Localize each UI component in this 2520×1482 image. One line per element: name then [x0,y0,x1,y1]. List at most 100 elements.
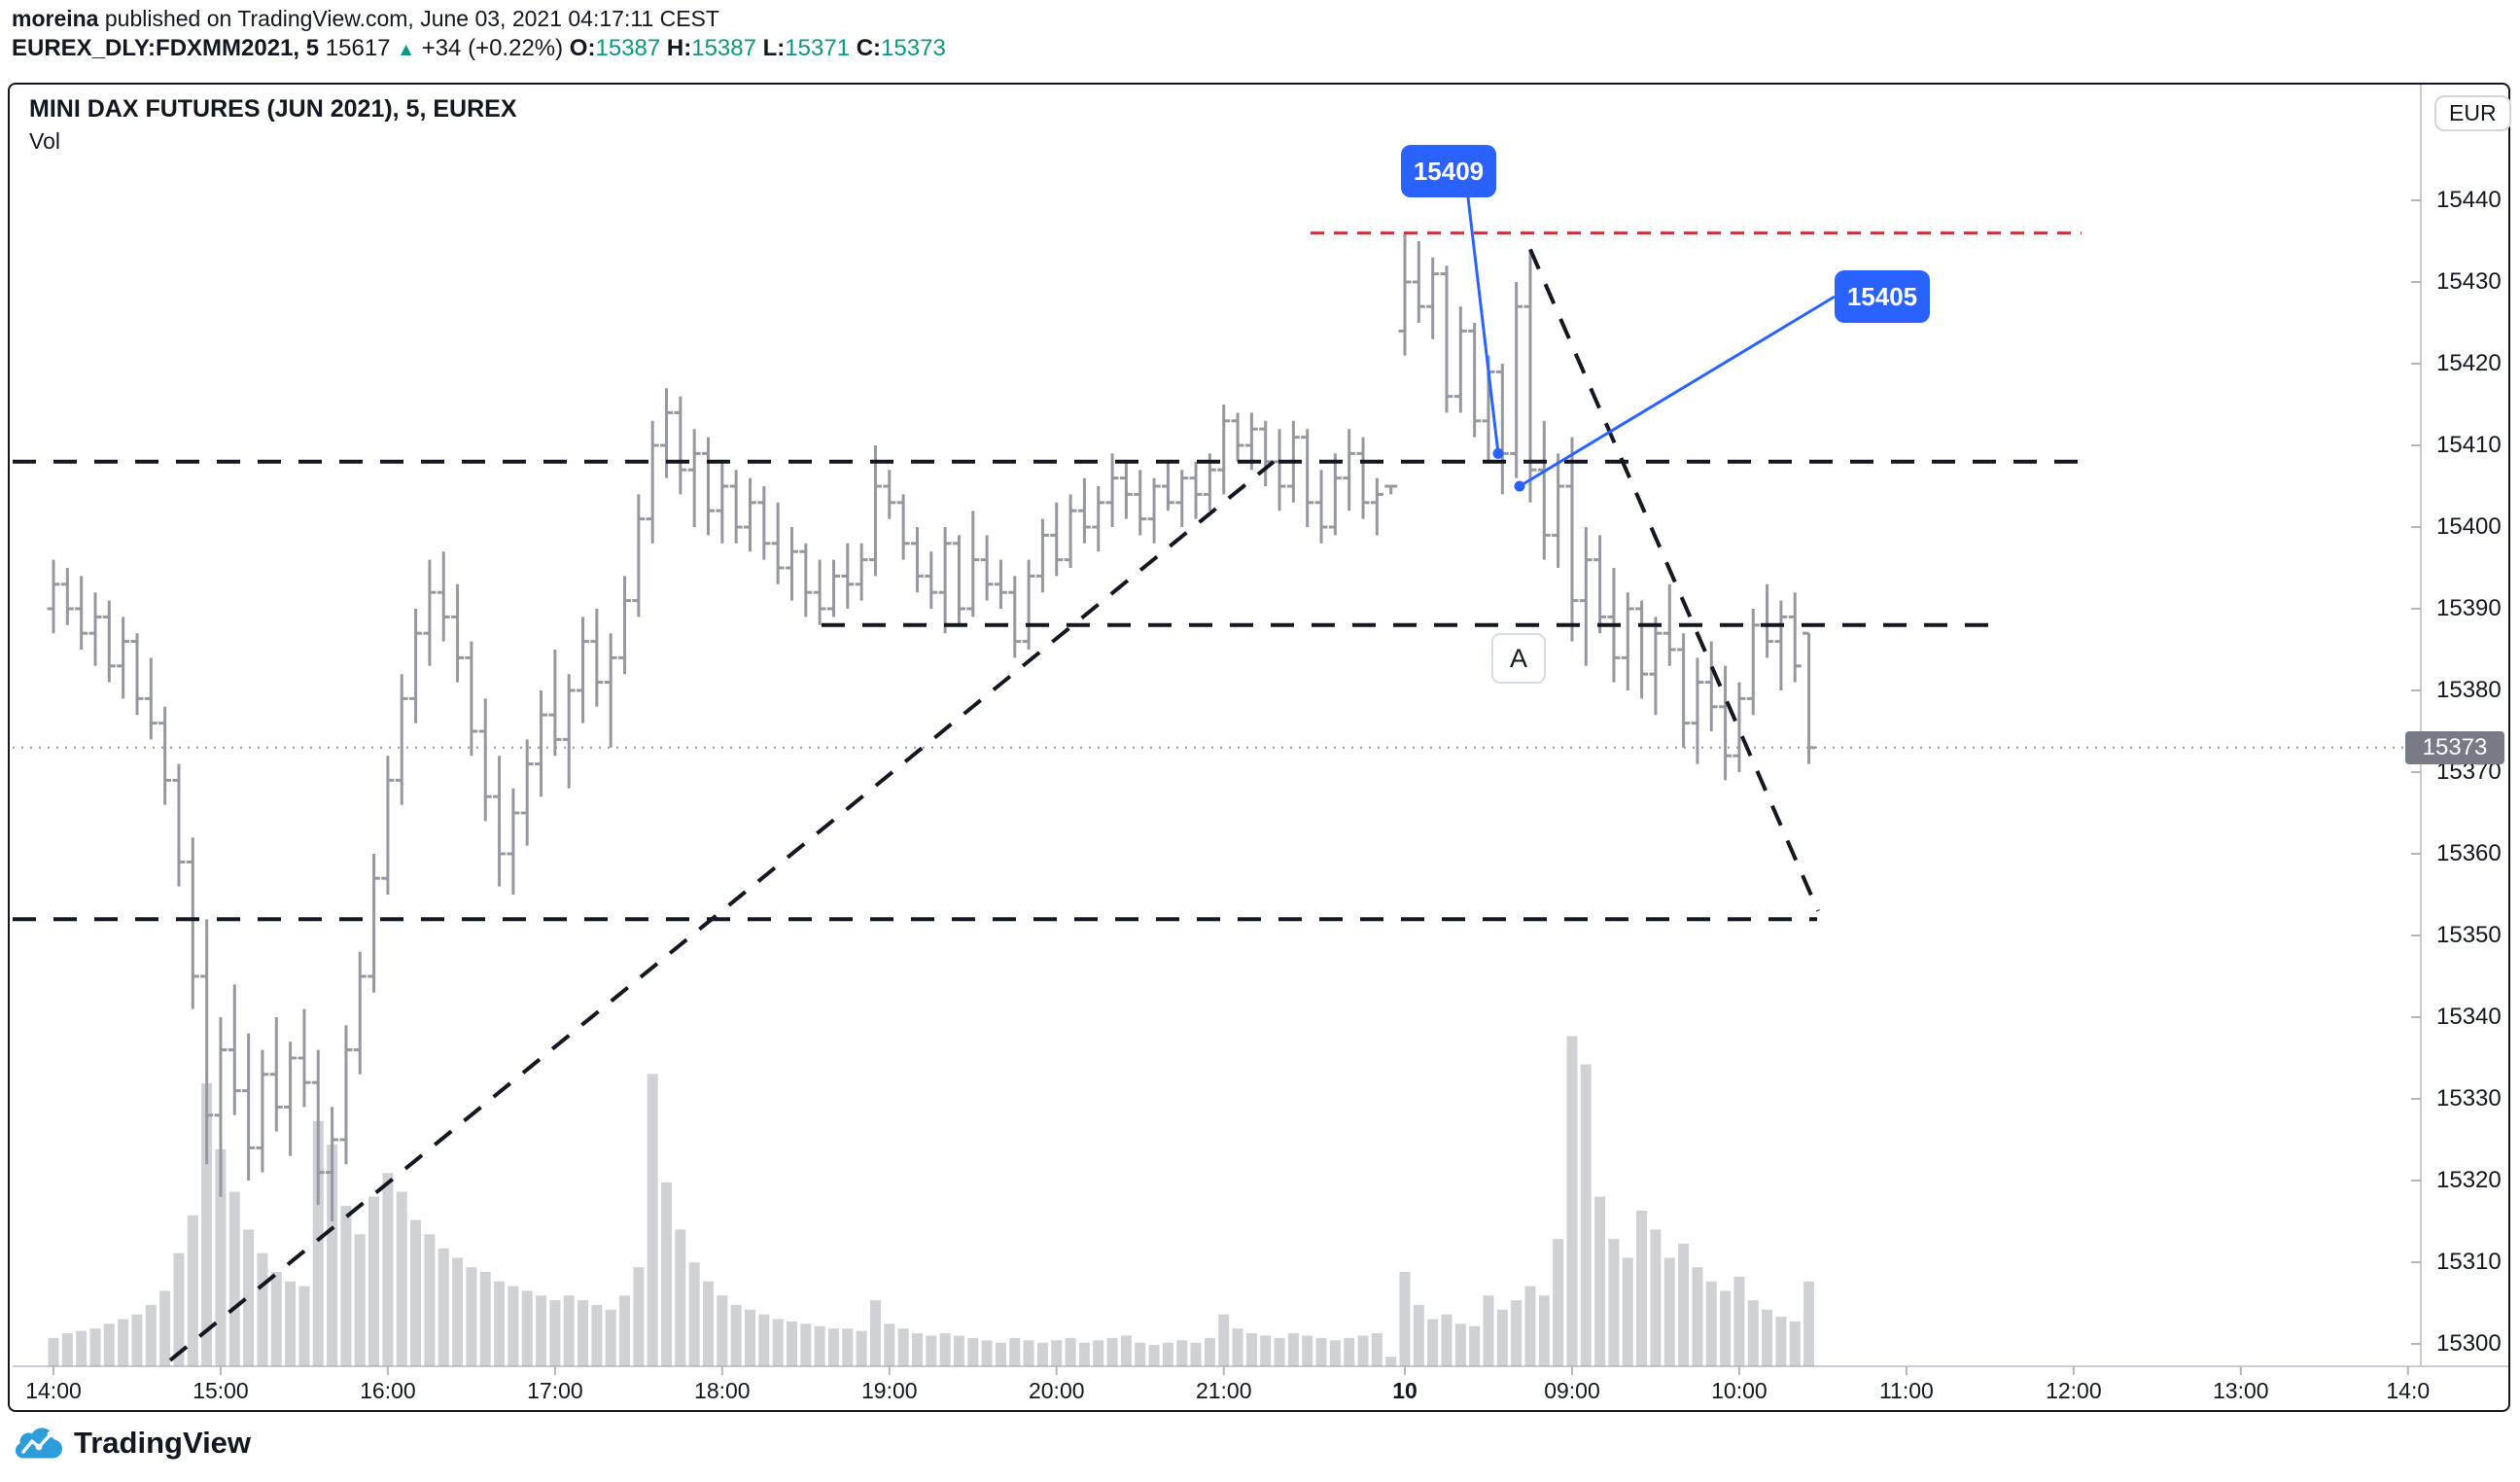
tradingview-logo-text: TradingView [74,1426,252,1460]
volume-bar [1705,1281,1717,1366]
volume-bar [995,1342,1006,1366]
symbol-name: EUREX_DLY:FDXMM2021, 5 [12,35,320,61]
volume-bar [842,1328,854,1366]
volume-bar [717,1295,728,1366]
volume-bar [856,1330,867,1366]
callout-anchor-dot[interactable] [1492,447,1504,459]
volume-bar [1566,1036,1578,1366]
volume-bar [270,1272,282,1366]
rising-trendline[interactable] [168,460,1276,1362]
time-axis-label: 12:00 [2046,1378,2102,1403]
volume-bar [661,1182,673,1366]
volume-bar [1190,1342,1202,1366]
volume-bar [1357,1335,1369,1366]
time-axis-label: 18:00 [694,1378,751,1403]
volume-bar [1580,1064,1592,1366]
volume-bar [1538,1295,1550,1366]
volume-bar [1469,1325,1481,1366]
volume-bar [772,1319,784,1366]
volume-bar [1762,1309,1773,1366]
volume-bar [1135,1342,1146,1366]
time-axis-label: 10:00 [1711,1378,1768,1403]
time-axis-label: 14:00 [25,1378,82,1403]
volume-bar [312,1120,324,1366]
volume-bar [228,1191,240,1366]
volume-bar [1720,1290,1732,1366]
time-axis-label: 15:00 [192,1378,249,1403]
volume-bar [76,1330,88,1366]
price-axis-label: 15360 [2436,840,2502,866]
volume-bar [201,1083,213,1366]
volume-bar [1051,1340,1063,1366]
volume-bar [1803,1281,1815,1366]
volume-bar [48,1337,59,1366]
volume-bar [1622,1257,1633,1366]
symbol-header: EUREX_DLY:FDXMM2021, 5 15617 ▲ +34 (+0.2… [12,35,946,62]
volume-bar [1371,1333,1382,1366]
price-axis-label: 15420 [2436,350,2502,376]
volume-bar [1204,1337,1215,1366]
volume-bar [578,1300,589,1366]
currency-badge[interactable]: EUR [2434,95,2511,131]
callout-anchor-dot[interactable] [1514,480,1525,492]
close-label: C: [856,35,882,61]
volume-bar [452,1257,464,1366]
volume-bar [1078,1342,1090,1366]
volume-bar [745,1309,755,1366]
volume-bar [647,1074,658,1366]
price-axis-label: 15430 [2436,268,2502,295]
volume-bar [1427,1319,1439,1366]
annotation-a-label[interactable]: A [1491,633,1546,684]
close-value: 15373 [881,35,946,61]
volume-bar [89,1328,101,1366]
volume-bar [926,1335,937,1366]
price-callout-15409[interactable]: 15409 [1401,145,1496,197]
falling-trendline[interactable] [1528,248,1820,912]
volume-bar [368,1196,380,1366]
chart-legend-title[interactable]: MINI DAX FUTURES (JUN 2021), 5, EUREX [29,95,517,123]
volume-bar [159,1290,171,1366]
price-axis-label: 15310 [2436,1249,2502,1275]
volume-bar [536,1295,547,1366]
volume-bar [1678,1243,1690,1366]
time-axis-label: 16:00 [360,1378,416,1403]
open-label: O: [569,35,596,61]
volume-bar [619,1295,631,1366]
volume-bar [285,1281,297,1366]
volume-bar [1511,1300,1522,1366]
volume-bar [1120,1335,1132,1366]
volume-bar [466,1267,477,1366]
volume-bar [1483,1295,1494,1366]
price-axis-label: 15320 [2436,1167,2502,1193]
volume-bar [897,1328,909,1366]
volume-bar [1274,1337,1285,1366]
volume-bar [1663,1257,1675,1366]
volume-indicator-label[interactable]: Vol [29,128,60,154]
publish-header: moreina published on TradingView.com, Ju… [12,6,719,32]
price-axis-label: 15390 [2436,595,2502,621]
volume-bar [187,1215,198,1366]
volume-bar [1524,1286,1536,1366]
tradingview-logo[interactable]: TradingView [16,1426,251,1461]
volume-bar [911,1333,923,1366]
volume-bar [1065,1337,1076,1366]
volume-bar [967,1337,979,1366]
volume-bar [327,1145,338,1366]
volume-bar [1789,1321,1801,1366]
volume-bar [1245,1333,1257,1366]
volume-bar [1315,1337,1327,1366]
volume-bar [1775,1317,1787,1366]
volume-bar [1009,1337,1021,1366]
volume-bar [884,1323,895,1366]
last-price: 15617 [325,35,391,61]
volume-bar [1747,1300,1759,1366]
volume-bar [1454,1323,1466,1366]
time-axis-label: 17:00 [527,1378,583,1403]
volume-bar [118,1319,129,1366]
volume-bar [257,1253,268,1366]
price-callout-15405[interactable]: 15405 [1835,270,1930,323]
publish-info: published on TradingView.com, June 03, 2… [98,6,719,31]
time-axis-label: 21:00 [1195,1378,1252,1403]
volume-bar [340,1206,352,1366]
